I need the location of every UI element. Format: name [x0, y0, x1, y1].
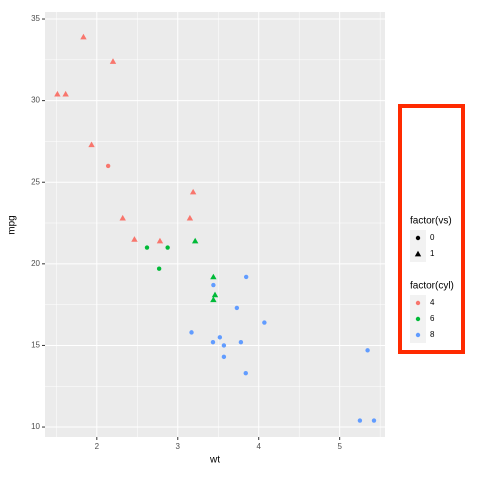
grid — [45, 12, 385, 437]
y-axis-label: mpg — [7, 215, 18, 234]
legend-label: 8 — [430, 330, 435, 339]
point — [234, 305, 240, 311]
point — [262, 320, 267, 325]
point — [165, 245, 170, 250]
point — [210, 296, 217, 303]
x-tick-label: 4 — [256, 442, 261, 451]
point — [211, 291, 219, 298]
legend-label: 6 — [430, 314, 435, 323]
x-tick-label: 2 — [95, 442, 100, 451]
point — [357, 418, 363, 423]
point — [119, 214, 126, 221]
highlight-box — [398, 104, 465, 354]
point — [156, 237, 164, 244]
point — [189, 330, 194, 335]
legend-title: factor(vs) — [410, 216, 452, 227]
point — [211, 282, 216, 288]
point — [371, 418, 377, 423]
point — [80, 33, 87, 40]
point — [54, 90, 61, 97]
point — [189, 188, 197, 195]
y-tick-label: 30 — [31, 96, 40, 105]
point — [365, 348, 370, 353]
legend-symbol — [415, 235, 421, 241]
legend-label: 0 — [430, 233, 435, 242]
panel — [45, 12, 385, 437]
point — [109, 58, 117, 64]
x-tick-label: 3 — [176, 442, 181, 451]
point — [88, 141, 95, 148]
legend-symbol — [415, 316, 421, 322]
y-tick-label: 10 — [31, 422, 40, 431]
point — [243, 274, 249, 280]
y-tick-label: 15 — [31, 341, 40, 350]
point — [217, 335, 223, 340]
legend-label: 1 — [430, 249, 435, 258]
legend-title: factor(cyl) — [410, 281, 454, 292]
point — [186, 214, 194, 221]
legend-symbol — [414, 250, 422, 257]
legend-symbol — [415, 332, 421, 338]
point — [243, 370, 248, 376]
point — [144, 245, 150, 250]
legend: factor(vs) 0 1 factor(cyl) 4 6 8 — [410, 216, 454, 343]
point — [221, 343, 227, 348]
point — [221, 354, 227, 360]
legend-label: 4 — [430, 298, 435, 307]
point — [156, 266, 162, 271]
y-tick-label: 20 — [31, 259, 40, 268]
point — [238, 339, 244, 345]
point — [210, 339, 216, 345]
point — [191, 237, 199, 244]
x-tick-label: 5 — [337, 442, 342, 451]
y-tick-label: 35 — [31, 14, 40, 23]
point — [131, 236, 138, 242]
x-axis-label: wt — [209, 455, 220, 466]
point — [105, 163, 111, 169]
point — [62, 90, 69, 97]
point — [210, 273, 217, 280]
legend-symbol — [415, 300, 421, 306]
y-tick-label: 25 — [31, 177, 40, 186]
points — [54, 33, 377, 423]
